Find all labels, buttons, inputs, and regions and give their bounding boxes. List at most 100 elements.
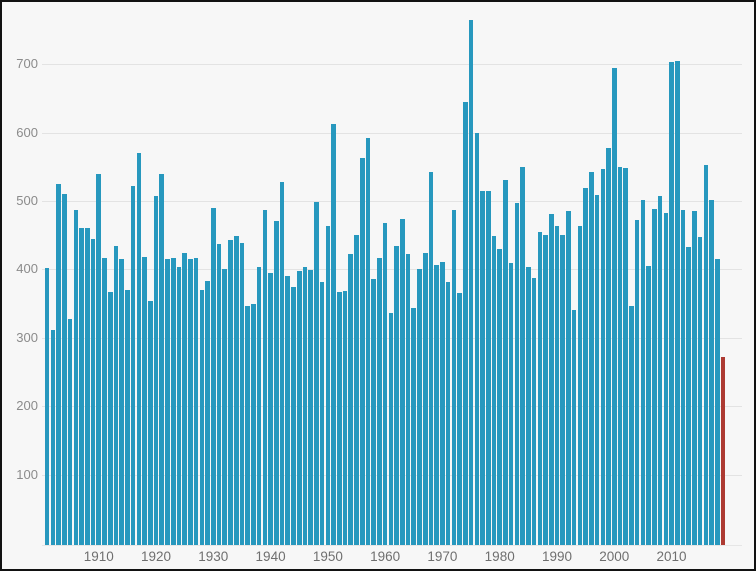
bar-1950 xyxy=(325,225,331,545)
bar-1996 xyxy=(589,172,594,545)
bar-1910 xyxy=(96,174,102,545)
bar-1923 xyxy=(170,258,176,545)
x-tick-label-1990: 1990 xyxy=(541,549,572,564)
bar-1957 xyxy=(365,138,371,545)
bar-1970 xyxy=(440,261,445,545)
bar-1975 xyxy=(468,19,474,545)
bar-1917 xyxy=(136,153,142,545)
bar-1901 xyxy=(44,267,50,545)
bar-1927 xyxy=(193,257,199,545)
bar-2018 xyxy=(715,259,720,545)
bar-1921 xyxy=(159,174,165,545)
bar-1907 xyxy=(79,228,84,545)
bar-1974 xyxy=(463,101,468,545)
bar-1929 xyxy=(205,280,210,545)
bar-2008 xyxy=(657,196,663,545)
x-tick-label-1950: 1950 xyxy=(312,549,343,564)
bar-2004 xyxy=(634,220,640,545)
bar-1982 xyxy=(508,263,514,545)
bar-1992 xyxy=(566,210,571,545)
bar-1903 xyxy=(56,183,61,545)
bar-1983 xyxy=(514,203,520,545)
bar-2013 xyxy=(686,246,692,545)
bar-2019 xyxy=(720,356,726,545)
bar-1991 xyxy=(560,235,565,545)
bar-1904 xyxy=(62,194,67,545)
bar-1902 xyxy=(50,329,56,545)
bar-2005 xyxy=(640,199,646,545)
bar-2017 xyxy=(709,199,714,545)
bar-1936 xyxy=(245,305,250,545)
bar-1987 xyxy=(537,232,543,545)
bar-1966 xyxy=(417,269,422,545)
bar-1922 xyxy=(165,259,170,545)
bar-1955 xyxy=(354,235,359,545)
bar-1956 xyxy=(359,157,365,545)
bar-1995 xyxy=(583,187,588,545)
bar-1980 xyxy=(497,248,502,545)
bar-1933 xyxy=(228,239,233,545)
bar-1905 xyxy=(67,319,73,545)
bar-1916 xyxy=(130,185,136,545)
bar-1909 xyxy=(90,239,96,545)
y-tick-label-700: 700 xyxy=(16,56,38,72)
x-tick-label-1960: 1960 xyxy=(370,549,401,564)
bar-2002 xyxy=(623,168,629,545)
bar-2007 xyxy=(652,209,657,545)
bar-2000 xyxy=(611,68,617,545)
bar-1985 xyxy=(526,267,531,545)
bar-2009 xyxy=(663,213,669,545)
bar-1906 xyxy=(73,209,79,545)
bar-1945 xyxy=(296,270,302,545)
y-tick-label-500: 500 xyxy=(16,193,38,208)
bar-1946 xyxy=(302,267,308,545)
bar-1920 xyxy=(153,196,159,545)
gridline-700 xyxy=(42,64,742,66)
bar-1911 xyxy=(102,257,107,545)
bar-1913 xyxy=(113,246,119,545)
bar-1953 xyxy=(342,290,348,545)
bar-2014 xyxy=(692,211,697,545)
bar-1915 xyxy=(125,289,130,545)
bar-1961 xyxy=(388,313,394,545)
bar-1926 xyxy=(188,259,193,545)
bar-1941 xyxy=(274,221,279,545)
bar-1986 xyxy=(531,277,537,545)
bar-1908 xyxy=(84,228,90,545)
bar-1948 xyxy=(314,201,319,545)
bar-1963 xyxy=(400,218,405,545)
x-tick-label-1920: 1920 xyxy=(141,549,172,564)
bar-1918 xyxy=(142,257,147,545)
bar-2006 xyxy=(646,265,651,545)
bar-1925 xyxy=(182,252,187,545)
y-tick-label-200: 200 xyxy=(16,398,38,414)
x-tick-label-1930: 1930 xyxy=(198,549,229,564)
y-tick-label-300: 300 xyxy=(16,329,38,345)
bar-1958 xyxy=(371,278,376,545)
x-tick-label-2000: 2000 xyxy=(599,549,630,564)
y-tick-label-100: 100 xyxy=(16,466,38,482)
bar-1979 xyxy=(491,235,497,545)
x-tick-label-1940: 1940 xyxy=(255,549,286,564)
bar-1976 xyxy=(474,132,480,545)
bar-1934 xyxy=(233,235,239,545)
bar-1931 xyxy=(216,244,222,545)
bar-1967 xyxy=(422,252,428,545)
bar-1938 xyxy=(256,266,262,545)
bar-1994 xyxy=(577,225,583,545)
bar-1984 xyxy=(520,166,525,545)
bar-1959 xyxy=(377,257,382,545)
bar-1935 xyxy=(239,243,245,545)
bar-1973 xyxy=(457,293,462,545)
bar-2012 xyxy=(680,209,686,545)
bar-1914 xyxy=(119,259,124,545)
bar-1990 xyxy=(554,226,560,545)
bar-1937 xyxy=(251,303,256,545)
bar-1978 xyxy=(485,190,491,545)
bar-1968 xyxy=(428,172,434,545)
bar-1997 xyxy=(594,194,600,545)
bar-1930 xyxy=(211,208,216,545)
bar-1998 xyxy=(600,168,606,545)
bar-1969 xyxy=(434,265,439,545)
